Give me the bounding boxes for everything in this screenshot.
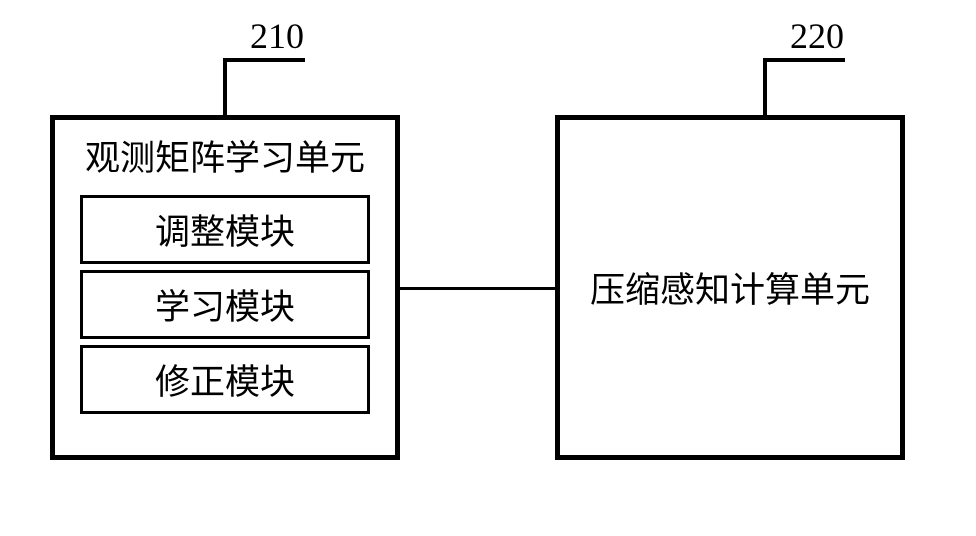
diagram-container: 210 220 观测矩阵学习单元 调整模块 学习模块 修正模块 压缩感知计算单元	[0, 0, 976, 536]
module-learn: 学习模块	[80, 270, 370, 339]
right-block-title: 压缩感知计算单元	[560, 120, 900, 455]
connector-line	[400, 287, 555, 290]
module-correct: 修正模块	[80, 345, 370, 414]
left-block-box: 观测矩阵学习单元 调整模块 学习模块 修正模块	[50, 115, 400, 460]
ref-label-right: 220	[790, 15, 844, 57]
left-block-title: 观测矩阵学习单元	[55, 120, 395, 189]
module-adjust: 调整模块	[80, 195, 370, 264]
ref-label-left: 210	[250, 15, 304, 57]
right-block-box: 压缩感知计算单元	[555, 115, 905, 460]
